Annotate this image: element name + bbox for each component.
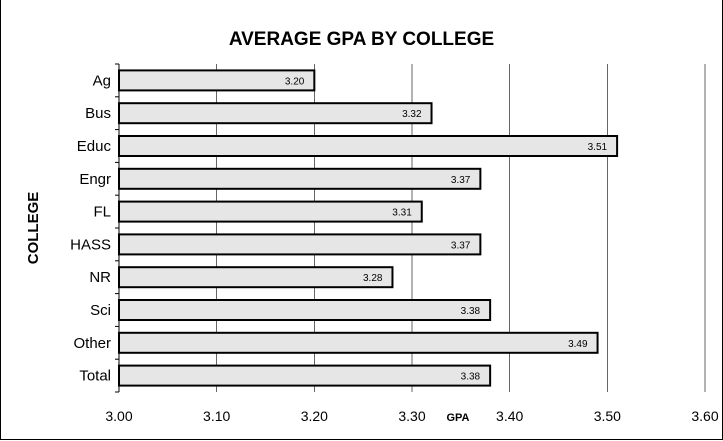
data-label-ag: 3.20 <box>285 76 305 87</box>
x-tick-label: 3.40 <box>496 408 523 424</box>
category-label-sci: Sci <box>90 302 111 319</box>
bar-sci <box>118 299 492 321</box>
category-label-bus: Bus <box>85 105 111 122</box>
bar-fl <box>118 200 423 223</box>
data-label-other: 3.49 <box>568 339 588 350</box>
data-label-bus: 3.32 <box>402 109 422 120</box>
category-label-other: Other <box>73 335 111 352</box>
data-label-fl: 3.31 <box>392 208 412 219</box>
bar-other <box>118 331 599 354</box>
data-label-sci: 3.38 <box>461 306 481 317</box>
data-label-total: 3.38 <box>461 372 481 383</box>
data-label-educ: 3.51 <box>588 142 608 153</box>
category-label-total: Total <box>79 368 111 385</box>
category-labels: Ag Bus Educ Engr FL HASS NR Sci Other Total <box>70 72 111 384</box>
category-label-nr: NR <box>89 269 111 286</box>
category-label-engr: Engr <box>79 171 111 188</box>
category-label-hass: HASS <box>70 236 111 253</box>
data-label-nr: 3.28 <box>363 273 383 284</box>
y-axis-title: COLLEGE <box>25 192 42 265</box>
bar-hass <box>118 233 482 256</box>
bar-nr <box>118 266 394 289</box>
data-label-engr: 3.37 <box>451 175 471 186</box>
category-label-fl: FL <box>93 204 111 221</box>
category-label-educ: Educ <box>77 138 112 155</box>
x-tick-label: 3.10 <box>203 408 230 424</box>
x-axis-title: GPA <box>446 412 469 424</box>
data-label-hass: 3.37 <box>451 240 471 251</box>
x-tick-label: 3.20 <box>301 408 328 424</box>
x-tick-label: 3.60 <box>691 408 718 424</box>
chart-title: AVERAGE GPA BY COLLEGE <box>228 29 495 50</box>
x-tick-label: 3.00 <box>105 408 132 424</box>
bar-engr <box>118 167 482 190</box>
bar-bus <box>118 102 433 125</box>
bar-total <box>118 364 492 387</box>
x-tick-label: 3.50 <box>594 408 621 424</box>
x-tick-labels: 3.00 3.10 3.20 3.30 3.40 3.50 3.60 <box>105 408 718 424</box>
x-tick-label: 3.30 <box>398 408 425 424</box>
bars: 3.20 3.32 3.51 3.37 3.31 3.37 3.28 3.38 3.49 3.38 <box>118 69 619 387</box>
bar-educ <box>118 135 619 157</box>
category-label-ag: Ag <box>93 72 111 89</box>
